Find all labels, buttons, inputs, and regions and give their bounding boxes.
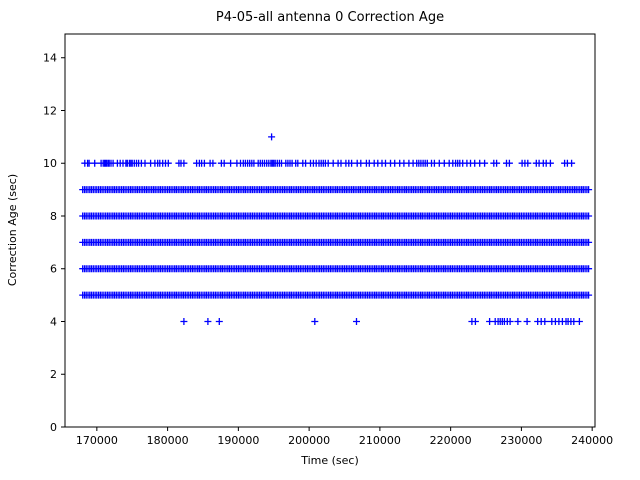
y-tick-label: 14 [43,52,57,65]
dense-band-y5 [79,291,593,299]
y-axis-ticks: 0 2 4 6 8 10 12 14 [43,52,65,434]
x-tick-label: 180000 [147,434,189,447]
dense-band-y6 [79,265,593,273]
y-axis-label: Correction Age (sec) [6,174,19,286]
y-tick-label: 6 [50,263,57,276]
y-tick-label: 12 [43,104,57,117]
x-tick-label: 190000 [217,434,259,447]
y-tick-label: 4 [50,315,57,328]
x-axis-ticks: 170000 180000 190000 200000 210000 220000 2300… [76,427,613,447]
x-tick-label: 230000 [500,434,542,447]
sparse-points-y11 [268,133,276,141]
data-points [79,133,593,325]
y-tick-label: 8 [50,210,57,223]
x-tick-label: 240000 [571,434,613,447]
y-tick-label: 10 [43,157,57,170]
x-tick-label: 210000 [359,434,401,447]
sparse-points-y4 [180,318,583,325]
sparse-points-y10 [81,159,576,167]
dense-band-y9 [79,186,593,194]
x-tick-label: 170000 [76,434,118,447]
dense-band-y8 [79,212,593,220]
x-tick-label: 220000 [430,434,472,447]
plot-generated-content: 170000 180000 190000 200000 210000 220000 2300… [43,33,613,447]
y-tick-label: 2 [50,368,57,381]
y-tick-label: 0 [50,421,57,434]
x-axis-label: Time (sec) [300,454,359,467]
x-tick-label: 200000 [288,434,330,447]
axes-frame [64,33,596,428]
chart-title: P4-05-all antenna 0 Correction Age [216,10,444,25]
dense-band-y7 [79,238,593,246]
